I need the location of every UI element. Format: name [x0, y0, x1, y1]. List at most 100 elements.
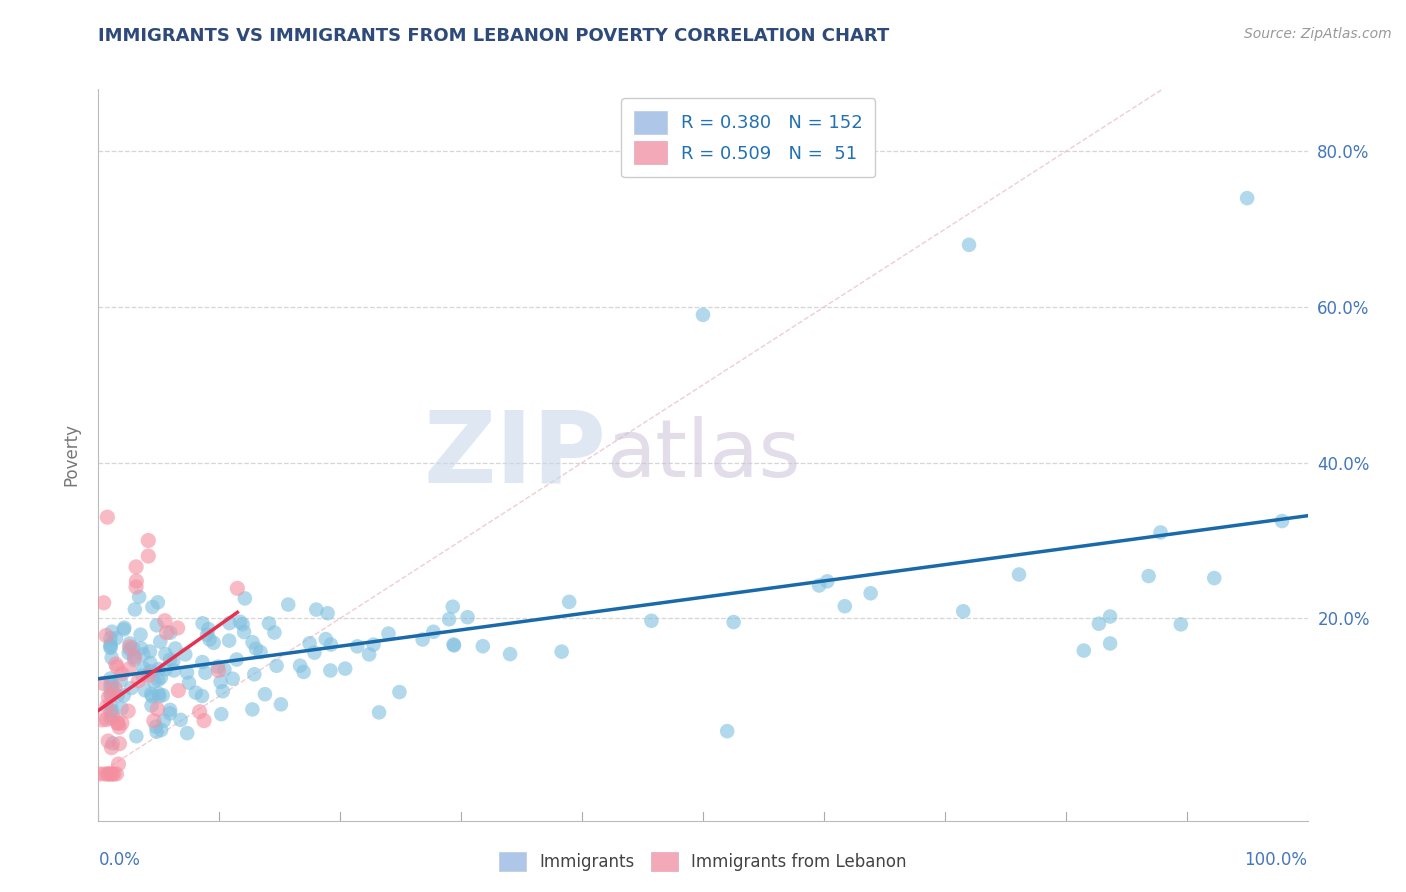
Point: [441, 599, 464, 614]
Point: [277, 598, 299, 612]
Point: [412, 632, 434, 647]
Point: [112, 623, 135, 637]
Point: [112, 621, 135, 635]
Point: [155, 625, 177, 640]
Point: [188, 705, 211, 719]
Point: [257, 616, 280, 631]
Point: [146, 702, 169, 716]
Point: [159, 703, 181, 717]
Point: [100, 672, 122, 686]
Point: [134, 683, 156, 698]
Point: [117, 704, 139, 718]
Point: [249, 645, 271, 659]
Point: [100, 767, 122, 781]
Point: [253, 687, 276, 701]
Point: [315, 632, 337, 646]
Point: [292, 665, 315, 679]
Point: [723, 615, 745, 629]
Point: [146, 673, 169, 687]
Point: [363, 638, 385, 652]
Point: [101, 624, 124, 639]
Point: [159, 625, 181, 640]
Point: [716, 724, 738, 739]
Point: [1099, 636, 1122, 650]
Point: [177, 675, 200, 690]
Point: [128, 590, 150, 604]
Point: [1073, 643, 1095, 657]
Point: [112, 689, 135, 703]
Point: [194, 665, 217, 680]
Point: [152, 688, 174, 702]
Point: [233, 625, 256, 640]
Point: [93, 767, 115, 781]
Point: [120, 681, 142, 695]
Point: [163, 664, 186, 678]
Point: [232, 617, 254, 632]
Point: [89, 767, 111, 781]
Point: [304, 646, 326, 660]
Point: [335, 662, 357, 676]
Point: [107, 689, 129, 703]
Point: [91, 713, 114, 727]
Point: [93, 596, 115, 610]
Point: [100, 698, 122, 712]
Point: [101, 736, 124, 750]
Point: [377, 626, 399, 640]
Point: [100, 640, 122, 654]
Point: [103, 685, 125, 699]
Point: [288, 658, 311, 673]
Point: [346, 640, 368, 654]
Point: [166, 621, 188, 635]
Point: [558, 595, 581, 609]
Point: [101, 704, 124, 718]
Point: [100, 637, 122, 651]
Point: [96, 713, 118, 727]
Point: [957, 237, 980, 252]
Point: [118, 662, 141, 676]
Point: [100, 711, 122, 725]
Point: [107, 716, 129, 731]
Point: [245, 641, 267, 656]
Point: [149, 634, 172, 648]
Text: Source: ZipAtlas.com: Source: ZipAtlas.com: [1244, 27, 1392, 41]
Point: [124, 602, 146, 616]
Point: [103, 767, 125, 781]
Point: [145, 724, 167, 739]
Point: [97, 767, 120, 781]
Point: [155, 647, 177, 661]
Point: [100, 677, 122, 691]
Point: [1204, 571, 1226, 585]
Text: IMMIGRANTS VS IMMIGRANTS FROM LEBANON POVERTY CORRELATION CHART: IMMIGRANTS VS IMMIGRANTS FROM LEBANON PO…: [98, 27, 890, 45]
Point: [1008, 567, 1031, 582]
Point: [143, 674, 166, 689]
Point: [101, 767, 124, 781]
Point: [111, 716, 134, 731]
Point: [136, 549, 159, 563]
Point: [242, 635, 264, 649]
Point: [91, 676, 114, 690]
Point: [191, 689, 214, 703]
Point: [110, 673, 132, 688]
Point: [100, 688, 122, 702]
Point: [176, 665, 198, 680]
Point: [97, 767, 120, 781]
Point: [218, 616, 240, 631]
Point: [129, 641, 152, 656]
Point: [111, 666, 134, 681]
Point: [118, 646, 141, 660]
Point: [209, 674, 232, 689]
Point: [167, 683, 190, 698]
Legend: Immigrants, Immigrants from Lebanon: Immigrants, Immigrants from Lebanon: [491, 843, 915, 880]
Point: [96, 699, 118, 714]
Point: [1149, 525, 1171, 540]
Point: [101, 709, 124, 723]
Point: [97, 734, 120, 748]
Point: [834, 599, 856, 614]
Point: [388, 685, 411, 699]
Point: [952, 604, 974, 618]
Point: [229, 615, 252, 629]
Point: [101, 676, 124, 690]
Point: [422, 624, 444, 639]
Point: [1099, 609, 1122, 624]
Point: [142, 714, 165, 728]
